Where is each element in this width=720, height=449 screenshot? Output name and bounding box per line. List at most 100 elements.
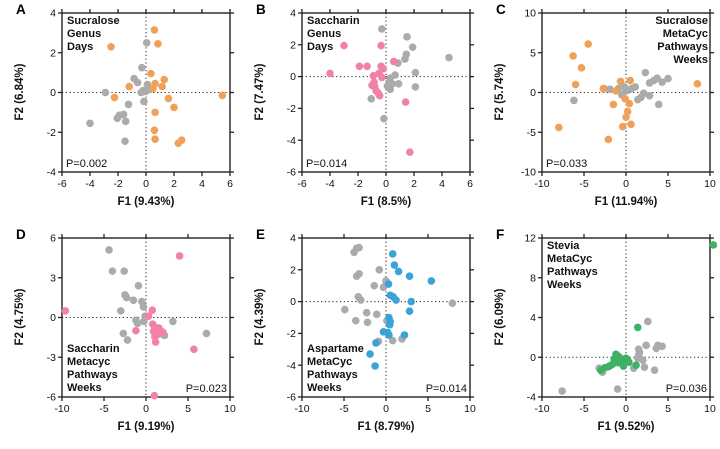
data-point-Aspartame [371, 362, 379, 370]
x-tick-label: 10 [464, 403, 476, 415]
x-tick-label: -6 [297, 178, 306, 190]
data-point-Saccharin [340, 41, 348, 50]
data-point-gray [372, 310, 381, 319]
data-point-gray [642, 341, 650, 350]
title-line: Saccharin [67, 343, 120, 355]
title-line: Sucralose [655, 15, 708, 27]
data-point-gray [613, 385, 622, 393]
data-point-Sucralose [555, 123, 563, 132]
data-point-Stevia [625, 358, 633, 367]
data-point-Sucralose [150, 26, 159, 34]
data-point-Saccharin [61, 307, 70, 315]
x-tick-label: -2 [113, 178, 122, 190]
data-point-gray [139, 303, 148, 311]
data-point-gray [121, 137, 129, 145]
data-point-Aspartame [392, 296, 400, 304]
scatter-plot-C: -10 -5 0 5 10 -10 -5 0 5 10 [521, 8, 716, 190]
y-axis-title-A: F2 (6.84%) [14, 63, 26, 121]
data-point-gray [631, 83, 640, 91]
data-point-Sucralose [569, 52, 577, 60]
data-point-gray [401, 55, 409, 63]
data-point-gray [644, 317, 652, 326]
y-tick-label: 4 [50, 8, 56, 20]
data-point-gray [350, 248, 358, 257]
data-point-gray [654, 100, 663, 109]
data-point-Sucralose [154, 40, 162, 48]
data-point-gray [143, 80, 152, 89]
data-point-gray [134, 281, 143, 290]
x-tick-label: 10 [704, 403, 716, 415]
title-line: Pathways [67, 369, 118, 381]
x-tick-label: 6 [467, 178, 473, 190]
y-tick-label: 0 [50, 312, 56, 324]
x-tick-label: 0 [623, 403, 629, 415]
data-point-gray [202, 329, 211, 338]
y-tick-label: 2 [50, 47, 56, 59]
data-point-Sucralose [150, 126, 159, 135]
data-point-Saccharin [377, 41, 385, 50]
x-tick-label: 0 [143, 178, 149, 190]
x-axis-title-C: F1 (11.94%) [594, 196, 658, 208]
data-point-gray [362, 308, 371, 317]
y-tick-label: 0 [290, 71, 296, 83]
y-tick-label: 0 [290, 296, 296, 308]
scatter-plot-D: -10 -5 0 5 10 -6 -3 0 3 6 [47, 233, 236, 415]
x-tick-label: -4 [85, 178, 94, 190]
data-point-Sucralose [170, 103, 178, 112]
panel-letter-C: C [496, 2, 506, 17]
title-line: Weeks [67, 382, 102, 394]
y-tick-label: 10 [524, 8, 536, 20]
title-line: Aspartame [307, 343, 364, 355]
data-point-gray [113, 114, 122, 123]
data-point-Sucralose [627, 120, 635, 129]
data-point-gray [658, 342, 666, 351]
y-tick-label: -4 [287, 360, 296, 372]
data-point-Saccharin [369, 72, 378, 80]
x-tick-label: 0 [383, 178, 389, 190]
data-point-Saccharin [378, 73, 386, 82]
data-point-gray [411, 68, 420, 77]
y-tick-label: 8 [530, 272, 536, 284]
data-point-Sucralose [626, 76, 634, 85]
x-tick-label: 10 [704, 178, 716, 190]
p-value-C: P=0.033 [546, 158, 588, 170]
x-tick-label: -10 [534, 403, 549, 415]
data-point-Sucralose [616, 77, 625, 86]
data-point-Aspartame [385, 320, 394, 329]
data-point-gray [137, 88, 145, 97]
scatter-plot-F: -10 -5 0 5 10 -4 0 4 8 12 [524, 233, 718, 415]
data-point-gray [403, 33, 411, 41]
data-point-Stevia [632, 361, 640, 369]
x-tick-label: 5 [425, 403, 431, 415]
x-axis-title-A: F1 (9.43%) [117, 196, 175, 208]
data-point-Sucralose [693, 79, 702, 88]
data-point-gray [445, 53, 453, 62]
panel-E: -10 -5 0 5 10 -6 -4 -2 0 2 4 E F2 (4.39%) F1 (8.79… [240, 225, 480, 449]
data-point-Sucralose [625, 99, 634, 108]
data-point-gray [122, 293, 131, 302]
panel-A: -6 -4 -2 0 2 4 6 -4 -2 0 2 4 A F2 (6.84%) F1 (9.43%… [0, 0, 240, 224]
scatter-plot-B: -6 -4 -2 0 2 4 6 -6 -4 -2 0 2 4 [287, 8, 474, 190]
data-point-Saccharin [144, 312, 153, 320]
data-point-gray [606, 85, 614, 94]
data-point-Sucralose [151, 108, 159, 117]
data-point-gray [355, 243, 363, 252]
y-tick-label: -10 [521, 167, 536, 179]
title-line: Weeks [307, 382, 342, 394]
y-tick-label: -6 [47, 392, 56, 404]
x-tick-label: -10 [534, 178, 549, 190]
panel-D: -10 -5 0 5 10 -6 -3 0 3 6 D F2 (4.75%) F1 (9.19%)… [0, 225, 240, 449]
data-point-Sucralose [218, 91, 227, 100]
data-point-Aspartame [394, 267, 403, 276]
data-point-gray [352, 272, 361, 280]
y-tick-label: -2 [287, 103, 296, 115]
data-point-Saccharin [151, 338, 160, 346]
data-point-Saccharin [190, 345, 198, 354]
data-point-gray [411, 83, 420, 91]
title-line: Genus [307, 28, 342, 40]
y-tick-label: -2 [47, 127, 56, 139]
data-point-gray [108, 267, 117, 275]
data-point-gray [408, 43, 417, 51]
data-point-gray [142, 39, 151, 47]
data-point-Aspartame [388, 250, 397, 258]
